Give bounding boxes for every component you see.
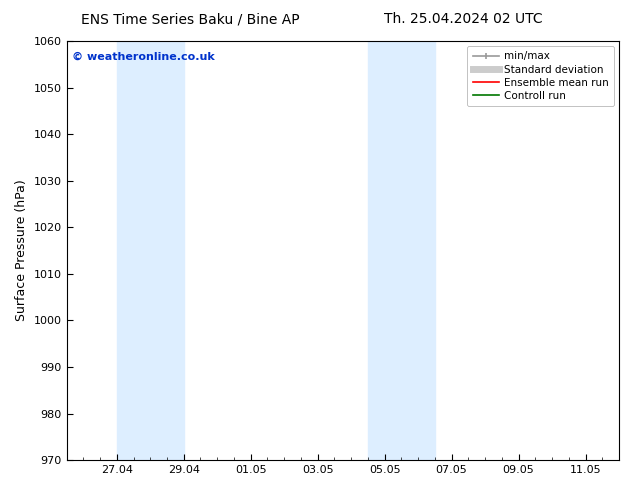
Bar [117,41,184,460]
Text: © weatheronline.co.uk: © weatheronline.co.uk [72,51,215,62]
Legend: min/max, Standard deviation, Ensemble mean run, Controll run: min/max, Standard deviation, Ensemble me… [467,46,614,106]
Text: Th. 25.04.2024 02 UTC: Th. 25.04.2024 02 UTC [384,12,542,26]
Y-axis label: Surface Pressure (hPa): Surface Pressure (hPa) [15,180,28,321]
Text: ENS Time Series Baku / Bine AP: ENS Time Series Baku / Bine AP [81,12,299,26]
Bar [368,41,435,460]
